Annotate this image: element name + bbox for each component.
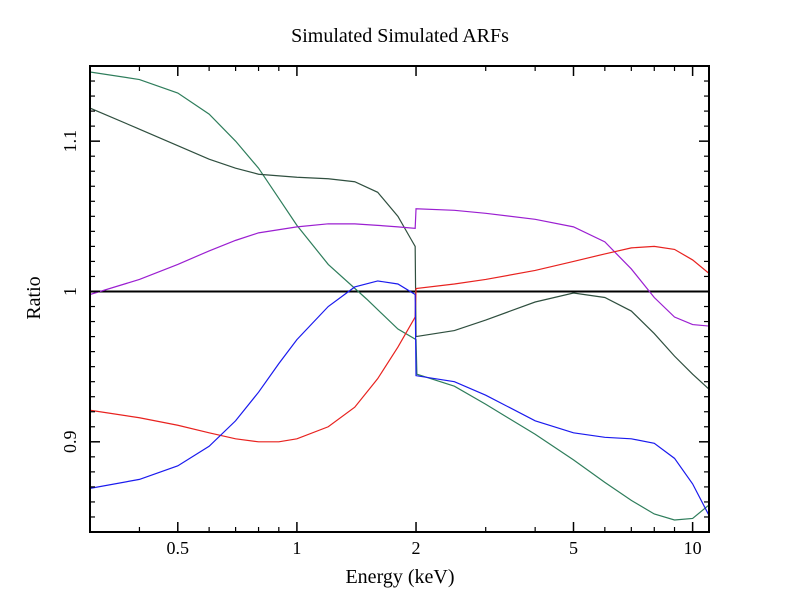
series-line-4: [90, 245, 709, 443]
series-line-1: [90, 71, 709, 521]
plot-area: [89, 65, 710, 533]
chart-title: Simulated Simulated ARFs: [291, 25, 509, 47]
series-group: [90, 71, 709, 521]
y-axis-label: Ratio: [23, 276, 45, 319]
y-tick-label: 1: [60, 287, 80, 296]
y-tick-label: 0.9: [60, 431, 80, 454]
x-tick-label: 1: [292, 538, 301, 558]
y-tick-label: 1.1: [60, 130, 80, 153]
series-line-3: [90, 208, 709, 327]
x-tick-label: 10: [684, 538, 702, 558]
plot-frame: [89, 65, 710, 533]
x-axis-label: Energy (keV): [345, 566, 454, 588]
x-tick-label: 2: [412, 538, 421, 558]
axis-ticks: 0.5 1 2 5 10 0.9 1 1.1: [60, 65, 709, 558]
series-line-2: [90, 107, 709, 390]
x-tick-label: 0.5: [167, 538, 190, 558]
series-line-5: [90, 280, 709, 516]
x-tick-label: 5: [569, 538, 578, 558]
